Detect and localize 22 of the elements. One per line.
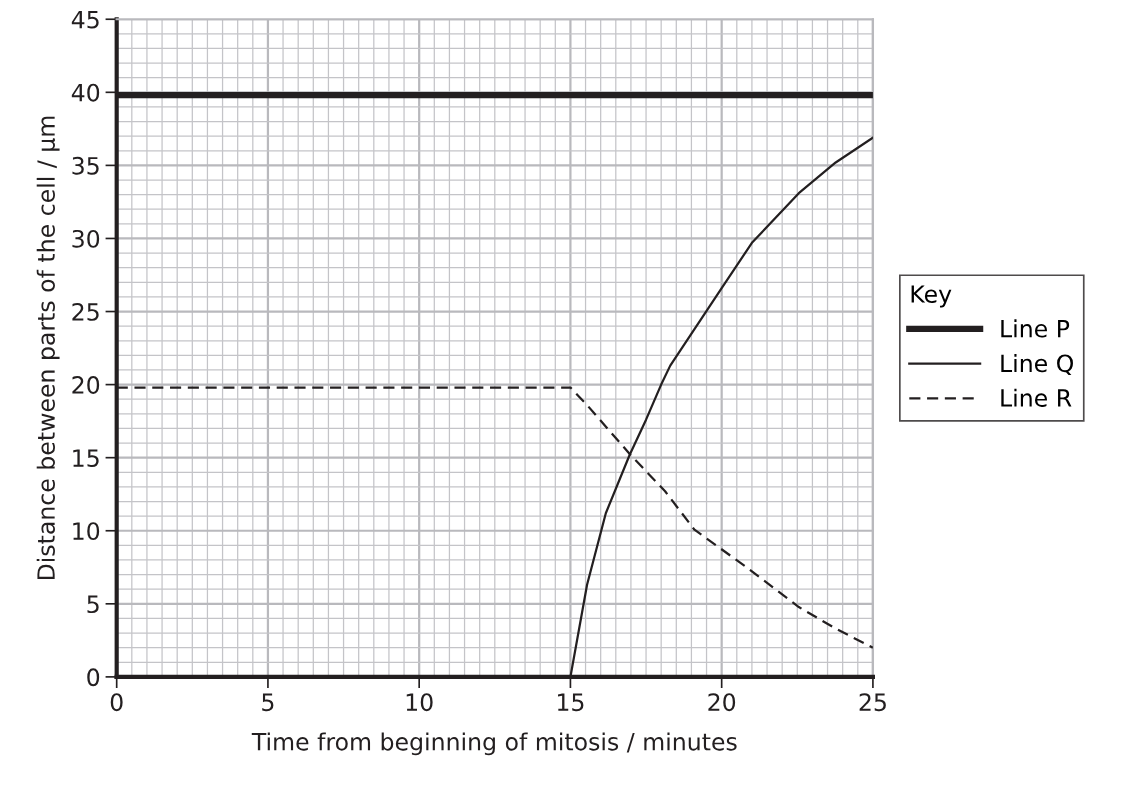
legend-label: Line R bbox=[1001, 388, 1072, 407]
legend-label: Line Q bbox=[1001, 353, 1073, 375]
x-tick-label: 20 bbox=[708, 693, 736, 712]
legend-label: Line P bbox=[1001, 319, 1070, 338]
y-tick-label: 20 bbox=[72, 376, 100, 394]
x-tick-label: 10 bbox=[406, 693, 433, 712]
y-tick-label: 35 bbox=[72, 156, 99, 175]
y-tick-label: 15 bbox=[73, 449, 99, 467]
y-tick-label: 10 bbox=[73, 522, 100, 541]
y-tick-label: 30 bbox=[72, 229, 100, 248]
y-axis-title: Distance between parts of the cell / μm bbox=[36, 116, 60, 580]
x-tick-label: 0 bbox=[110, 693, 123, 712]
y-tick-label: 0 bbox=[87, 668, 100, 687]
y-tick-label: 40 bbox=[71, 83, 100, 102]
x-tick-label: 5 bbox=[262, 693, 274, 712]
y-tick-label: 45 bbox=[71, 11, 99, 29]
y-tick-label: 5 bbox=[87, 595, 99, 614]
y-tick-label: 25 bbox=[72, 302, 99, 321]
x-axis-title: Time from beginning of mitosis / minutes bbox=[251, 732, 737, 756]
legend-title: Key bbox=[911, 285, 952, 308]
x-tick-label: 15 bbox=[558, 693, 584, 712]
x-tick-label: 25 bbox=[859, 693, 886, 712]
